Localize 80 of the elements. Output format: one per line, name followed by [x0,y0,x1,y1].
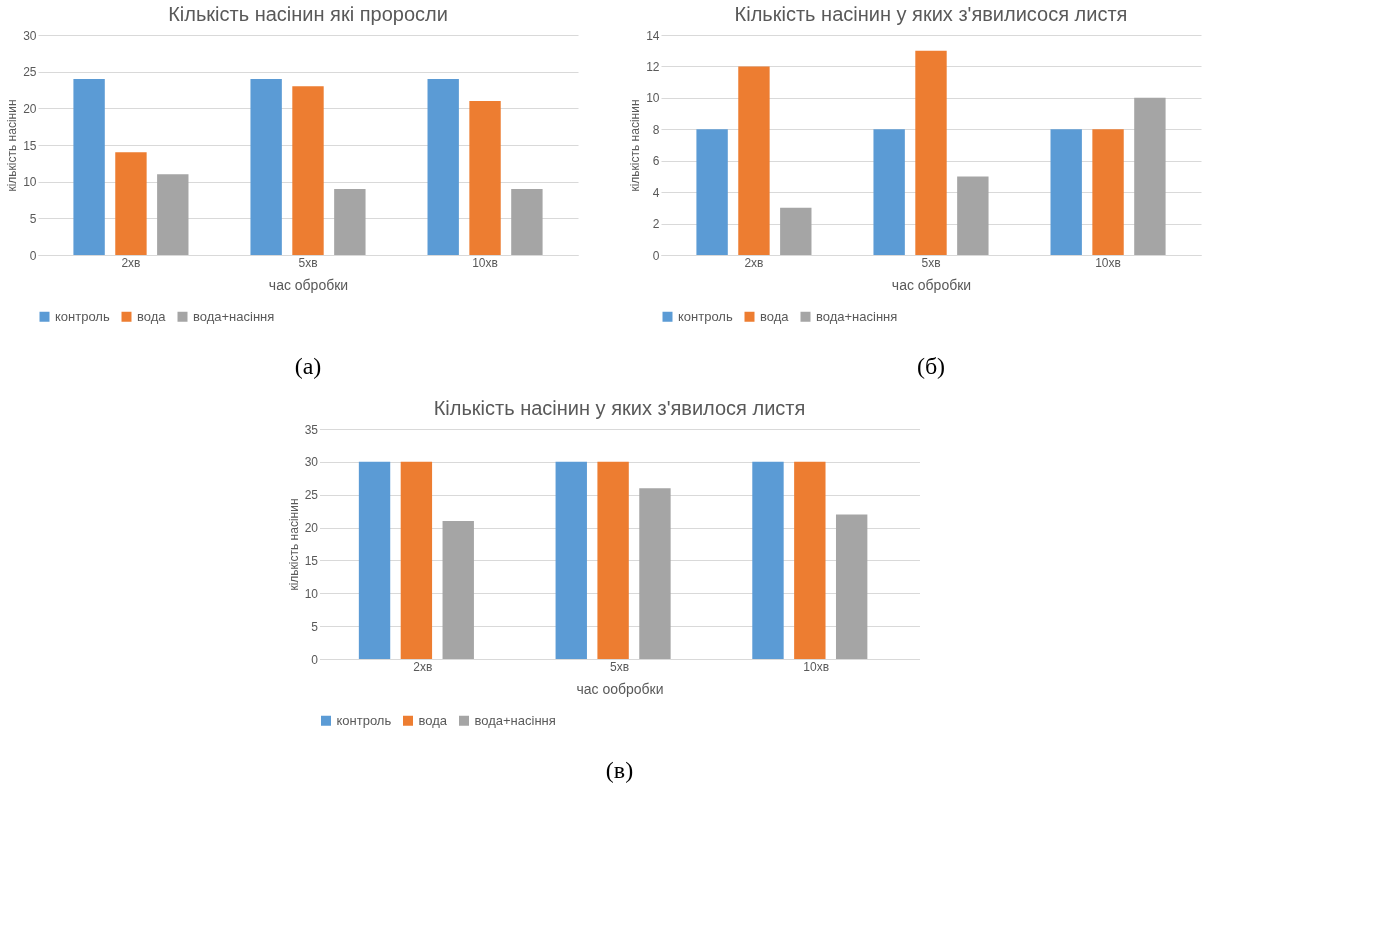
legend-label: вода [137,308,167,324]
x-tick-label: 2хв [744,255,764,270]
y-tick-label: 15 [23,138,37,153]
bar [358,461,391,659]
y-tick-label: 35 [304,422,319,437]
y-tick-label: 10 [304,586,319,601]
bar [915,50,947,255]
y-tick-label: 30 [23,28,37,43]
y-tick-label: 14 [646,28,660,43]
bar [292,86,324,255]
y-tick-label: 20 [304,521,319,536]
y-tick-label: 8 [652,122,660,137]
bar [1092,129,1124,255]
y-tick-label: 25 [304,488,319,503]
bar [1134,97,1166,255]
bar [794,461,826,659]
y-axis-title: кількість насінин [286,498,301,591]
text: (а) [294,353,322,379]
legend-label: контроль [678,308,733,324]
legend-label: вода+насіння [816,308,898,324]
x-tick-label: 10хв [803,659,830,674]
chart-title: Кількість насінин які проросли [168,3,448,25]
y-axis-title: кількість насінин [5,99,20,192]
bar [1050,129,1082,255]
bar [835,514,868,659]
bar [873,129,905,255]
legend-label: вода [760,308,790,324]
y-tick-label: 10 [23,175,37,190]
y-tick-label: 15 [304,553,319,568]
bar [73,79,105,255]
bar [696,129,728,255]
bar [738,66,770,255]
text: (в) [605,757,634,783]
y-tick-label: 5 [29,211,37,226]
bar [639,488,671,659]
x-tick-label: 5хв [609,659,630,674]
y-tick-label: 0 [311,652,319,667]
text: (б) [916,353,946,379]
y-tick-label: 30 [304,455,319,470]
y-tick-label: 0 [29,248,37,263]
x-axis-title: час ообробки [576,680,664,697]
bar [400,461,433,659]
bar [597,461,629,659]
bar [427,79,459,255]
x-axis-title: час обробки [891,276,972,293]
y-tick-label: 20 [23,101,37,116]
bar [780,207,812,255]
x-tick-label: 2хв [121,255,141,270]
bar [752,461,784,659]
x-tick-label: 5хв [298,255,318,270]
y-tick-label: 0 [652,248,660,263]
legend-label: вода [418,712,448,728]
bar [469,101,501,255]
legend-label: вода+насіння [193,308,275,324]
x-tick-label: 10хв [1095,255,1121,270]
y-tick-label: 6 [652,154,660,169]
y-axis-title: кількість насінин [628,99,643,192]
bar [957,176,989,255]
legend-label: контроль [336,712,392,728]
bar [250,79,282,255]
bar [442,521,474,659]
y-tick-label: 2 [652,217,660,232]
y-tick-label: 5 [311,619,319,634]
y-tick-label: 10 [646,91,660,106]
y-tick-label: 12 [646,59,660,74]
y-tick-label: 4 [652,185,660,200]
x-axis-title: час обробки [268,276,349,293]
bar [115,152,147,255]
x-tick-label: 10хв [472,255,498,270]
bar [157,174,189,255]
x-tick-label: 2хв [413,659,433,674]
chart-title: Кількість насінин у яких з'явилося листя [433,397,806,419]
x-tick-label: 5хв [921,255,941,270]
chart-title: Кількість насінин у яких з'явилисося листя [734,3,1128,25]
bar [555,461,587,659]
y-tick-label: 25 [23,65,37,80]
bar [334,189,366,255]
legend-label: вода+насіння [474,712,556,728]
bar [511,189,543,255]
legend-label: контроль [55,308,110,324]
